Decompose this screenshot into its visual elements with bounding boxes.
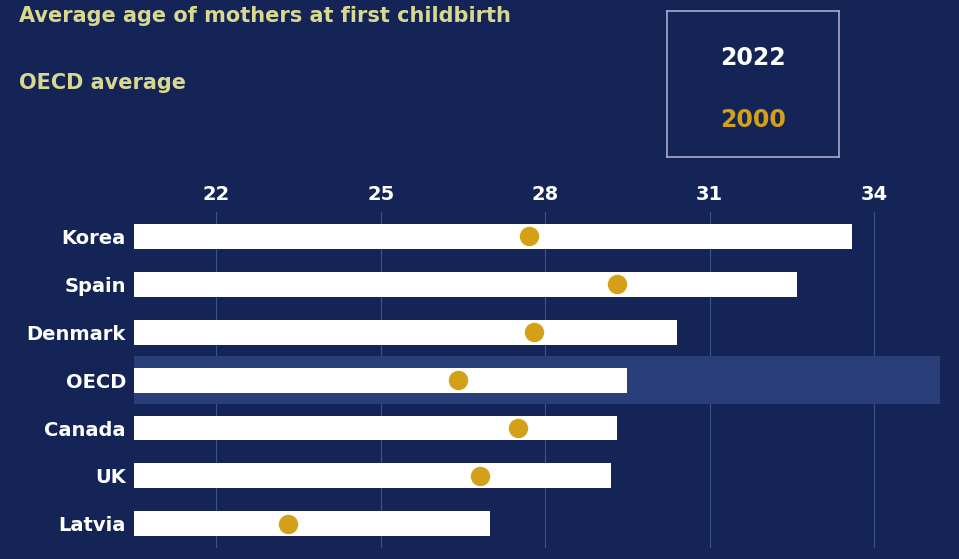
Bar [134, 463, 611, 489]
Text: OECD average: OECD average [19, 73, 186, 93]
Text: Average age of mothers at first childbirth: Average age of mothers at first childbir… [19, 6, 511, 26]
Text: 2022: 2022 [720, 46, 785, 70]
Text: 2000: 2000 [720, 108, 785, 132]
Bar [134, 272, 797, 297]
Bar [134, 356, 940, 404]
Bar [134, 511, 490, 536]
Bar [134, 320, 677, 345]
Bar [134, 224, 853, 249]
Bar [134, 415, 617, 440]
Bar [134, 368, 627, 392]
